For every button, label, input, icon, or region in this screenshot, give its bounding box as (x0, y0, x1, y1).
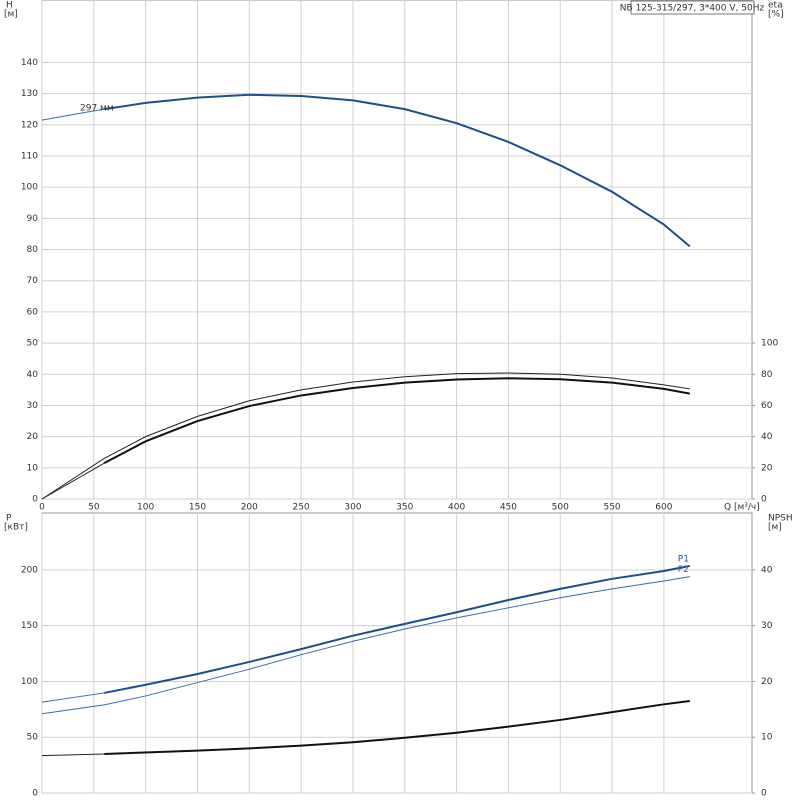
y-axis-unit: [м] (4, 10, 18, 20)
y-tick-label: 50 (27, 733, 39, 743)
y2-tick-label: 0 (761, 495, 767, 505)
x-tick-label: 100 (137, 503, 154, 513)
y-tick-label: 100 (21, 677, 38, 687)
x-tick-label: 400 (448, 503, 465, 513)
x-tick-label: 550 (603, 503, 620, 513)
y2-axis-label: NPSH (768, 514, 793, 524)
x-tick-label: 300 (344, 503, 361, 513)
plot-layer: 0 50 100 150 200 250 300 350 400 450 500 550 6000102… (4, 0, 793, 799)
y-tick-label: 70 (27, 276, 39, 286)
y2-tick-label: 0 (761, 789, 767, 799)
line (41, 108, 105, 121)
line (41, 692, 105, 703)
y-tick-label: 40 (27, 370, 39, 380)
y-axis-label: H (6, 1, 13, 11)
y-tick-label: 140 (21, 58, 38, 68)
y2-tick-label: 10 (761, 733, 773, 743)
y2-tick-label: 30 (761, 621, 773, 631)
y2-tick-label: 40 (761, 565, 773, 575)
x-tick-label: 200 (241, 503, 258, 513)
y2-axis-unit: [%] (768, 10, 784, 20)
y-tick-label: 130 (21, 89, 38, 99)
line (104, 93, 691, 248)
y2-axis-label: eta (768, 1, 783, 11)
y-tick-label: 200 (21, 565, 38, 575)
x-tick-label: 500 (552, 503, 569, 513)
y2-tick-label: 80 (761, 370, 773, 380)
x-tick-label: 600 (655, 503, 672, 513)
annotation: 297 мм (80, 104, 114, 114)
y-tick-label: 60 (27, 307, 39, 317)
y-tick-label: 0 (32, 495, 38, 505)
y2-tick-label: 60 (761, 401, 773, 411)
chart-title: NB 125-315/297, 3*400 V, 50Hz (620, 4, 765, 14)
y2-tick-label: 20 (761, 677, 773, 687)
line (41, 576, 690, 715)
y-tick-label: 120 (21, 120, 38, 130)
line (103, 564, 691, 694)
x-tick-label: 250 (293, 503, 310, 513)
x-tick-label: 150 (189, 503, 206, 513)
x-tick-label: 50 (88, 503, 100, 513)
y-tick-label: 150 (21, 621, 38, 631)
y-tick-label: 30 (27, 401, 39, 411)
x-tick-label: 350 (396, 503, 413, 513)
line-label: P1 (678, 554, 689, 564)
y-tick-label: 10 (27, 463, 39, 473)
line (104, 699, 690, 755)
line (103, 377, 690, 465)
line-label: P2 (678, 565, 689, 575)
y-tick-label: 20 (27, 432, 39, 442)
line (41, 462, 105, 500)
y-tick-label: 100 (21, 183, 38, 193)
x-axis-label: Q [м³/ч] (724, 503, 760, 513)
y-tick-label: 50 (27, 339, 39, 349)
y2-tick-label: 20 (761, 463, 773, 473)
y-tick-label: 90 (27, 214, 39, 224)
y2-axis-unit: [м] (768, 523, 782, 533)
y-axis-label: P (6, 514, 12, 524)
y2-tick-label: 40 (761, 432, 773, 442)
title-box (630, 0, 755, 15)
y-tick-label: 0 (32, 789, 38, 799)
plot-area (41, 512, 753, 794)
x-tick-label: 0 (39, 503, 45, 513)
y-tick-label: 80 (27, 245, 39, 255)
y2-tick-label: 100 (761, 339, 778, 349)
y-axis-unit: [кВт] (4, 523, 28, 533)
y-tick-label: 110 (21, 151, 38, 161)
line (41, 753, 105, 757)
line (41, 372, 690, 500)
x-tick-label: 450 (500, 503, 517, 513)
